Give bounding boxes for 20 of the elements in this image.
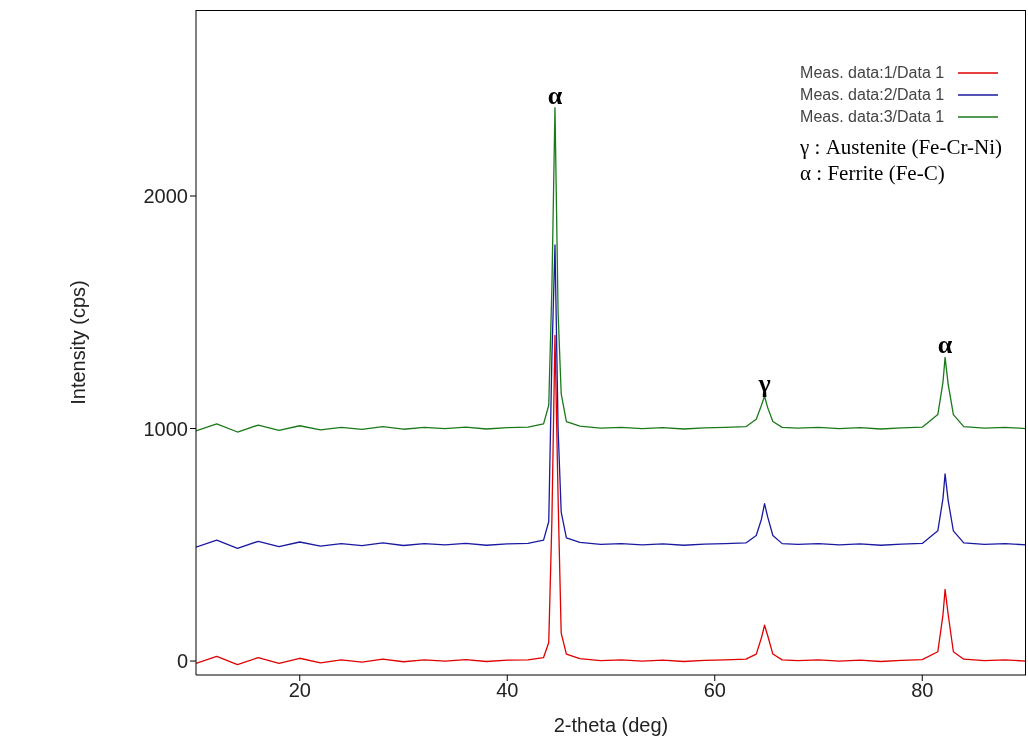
x-tick-label: 40 — [496, 679, 519, 702]
annotation: γ — [757, 369, 771, 399]
annotation: α — [937, 330, 953, 360]
x-tick-label: 80 — [911, 679, 934, 702]
y-axis-title: Intensity (cps) — [67, 280, 90, 405]
line-series — [196, 107, 1026, 433]
x-axis-title: 2-theta (deg) — [553, 714, 669, 736]
annotation: α : Ferrite (Fe-C) — [800, 160, 946, 186]
legend-label: Meas. data:2/Data 1 — [800, 85, 945, 105]
y-tick-label: 0 — [176, 650, 188, 673]
legend-label: Meas. data:3/Data 1 — [800, 107, 945, 127]
annotation: α — [547, 80, 563, 110]
line-series — [196, 244, 1026, 549]
x-tick-label: 60 — [703, 679, 726, 702]
line-series — [196, 334, 1026, 666]
y-tick-label: 2000 — [143, 185, 188, 208]
legend-label: Meas. data:1/Data 1 — [800, 63, 945, 83]
x-tick-label: 20 — [288, 679, 311, 702]
annotation: γ : Austenite (Fe-Cr-Ni) — [800, 134, 1002, 160]
y-tick-label: 1000 — [143, 417, 188, 440]
